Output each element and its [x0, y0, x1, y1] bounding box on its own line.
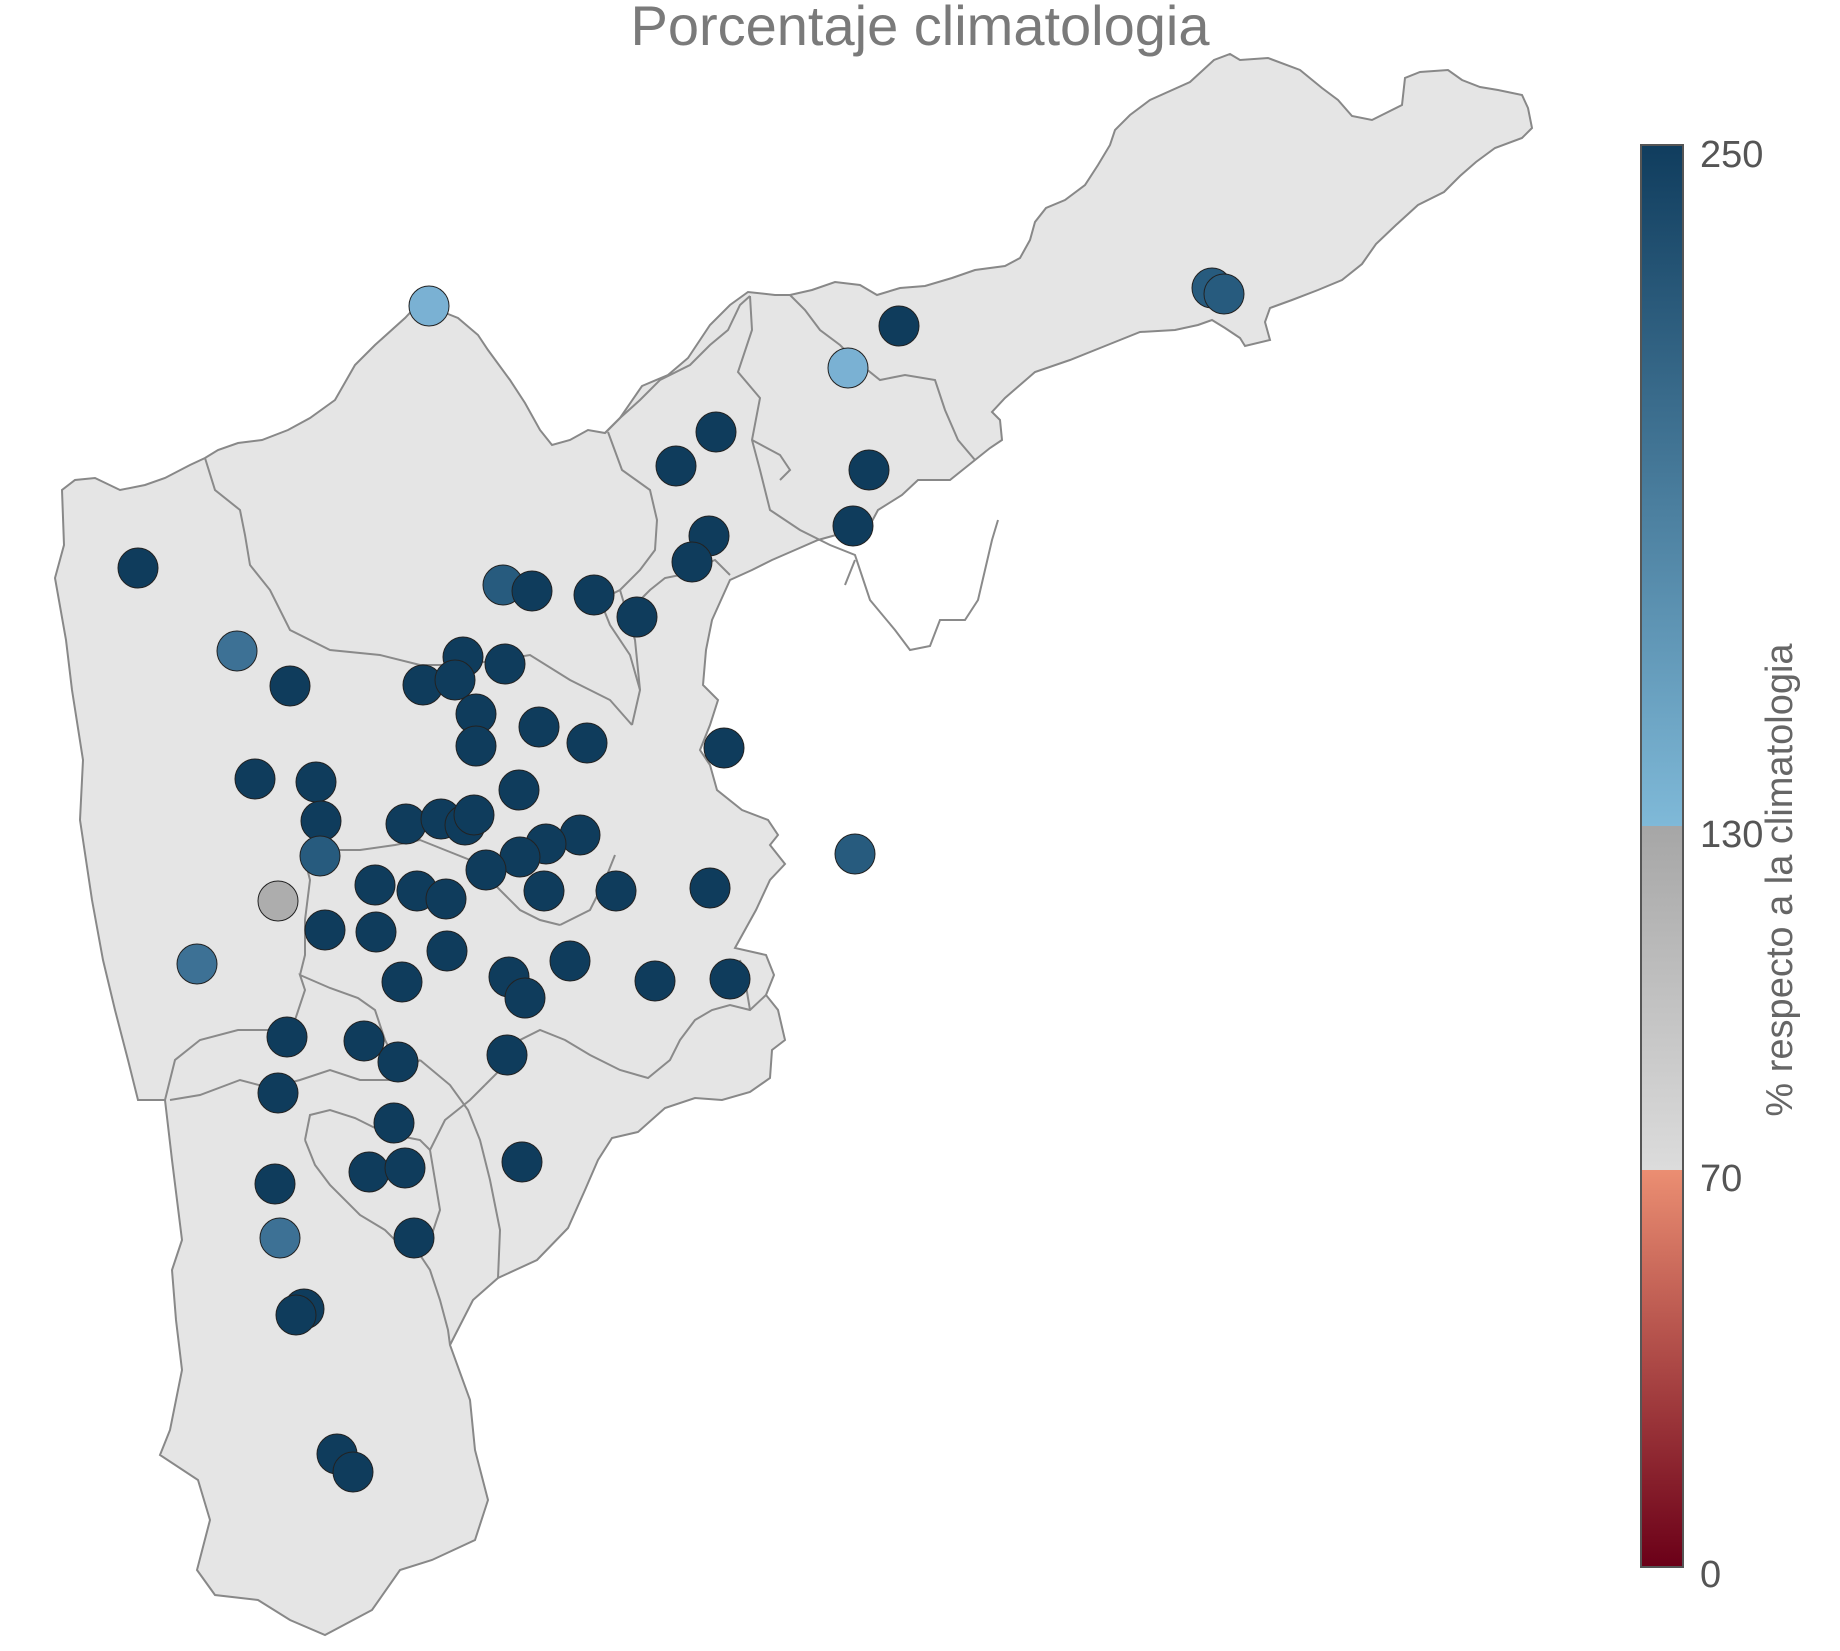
station-marker	[703, 727, 745, 769]
station-marker	[381, 961, 423, 1003]
station-marker	[216, 630, 258, 672]
station-marker	[655, 445, 697, 487]
stations-layer	[117, 267, 1245, 1493]
station-marker	[501, 1141, 543, 1183]
colorbar-tick-0: 0	[1700, 1554, 1722, 1596]
station-marker	[486, 1034, 528, 1076]
colorbar-title: % respecto a la climatologia	[1759, 643, 1801, 1117]
station-marker	[827, 347, 869, 389]
station-marker	[689, 867, 731, 909]
station-marker	[332, 1451, 374, 1493]
colorbar-tick-130: 130	[1700, 814, 1764, 856]
colorbar-segment	[1642, 1170, 1682, 1566]
station-marker	[295, 761, 337, 803]
territory-region	[53, 52, 1534, 1637]
station-marker	[257, 880, 299, 922]
station-marker	[616, 596, 658, 638]
station-marker	[1203, 273, 1245, 315]
station-marker	[523, 870, 565, 912]
station-marker	[434, 659, 476, 701]
station-marker	[355, 911, 397, 953]
station-marker	[377, 1041, 419, 1083]
station-marker	[266, 1016, 308, 1058]
station-marker	[304, 909, 346, 951]
colorbar-segment	[1642, 826, 1682, 1170]
station-marker	[343, 1020, 385, 1062]
station-marker	[257, 1072, 299, 1114]
colorbar-segment	[1642, 146, 1682, 826]
station-marker	[695, 411, 737, 453]
colorbar-tick-70: 70	[1700, 1158, 1743, 1200]
station-marker	[848, 449, 890, 491]
station-marker	[595, 870, 637, 912]
station-marker	[254, 1163, 296, 1205]
station-marker	[393, 1217, 435, 1259]
station-marker	[348, 1151, 390, 1193]
station-marker	[465, 849, 507, 891]
station-marker	[634, 960, 676, 1002]
station-marker	[234, 758, 276, 800]
station-marker	[834, 833, 876, 875]
station-marker	[878, 305, 920, 347]
colorbar	[1640, 144, 1684, 1568]
station-marker	[385, 803, 427, 845]
map-title: Porcentaje climatologia	[630, 0, 1210, 57]
regions-layer	[53, 52, 1534, 1637]
station-marker	[453, 794, 495, 836]
station-marker	[299, 835, 341, 877]
station-marker	[117, 547, 159, 589]
station-marker	[498, 769, 540, 811]
station-marker	[354, 864, 396, 906]
station-marker	[176, 943, 218, 985]
station-marker	[426, 930, 468, 972]
station-marker	[455, 725, 497, 767]
station-marker	[504, 977, 546, 1019]
station-marker	[573, 574, 615, 616]
station-marker	[832, 505, 874, 547]
station-marker	[269, 665, 311, 707]
station-marker	[566, 722, 608, 764]
station-marker	[425, 878, 467, 920]
station-marker	[671, 541, 713, 583]
station-marker	[275, 1294, 317, 1336]
station-marker	[484, 643, 526, 685]
station-marker	[559, 814, 601, 856]
station-marker	[373, 1102, 415, 1144]
station-marker	[384, 1147, 426, 1189]
station-marker	[300, 800, 342, 842]
colorbar-tick-250: 250	[1700, 134, 1764, 176]
station-marker	[549, 940, 591, 982]
station-marker	[709, 958, 751, 1000]
station-marker	[259, 1217, 301, 1259]
station-marker	[408, 285, 450, 327]
station-marker	[511, 570, 553, 612]
station-marker	[518, 706, 560, 748]
